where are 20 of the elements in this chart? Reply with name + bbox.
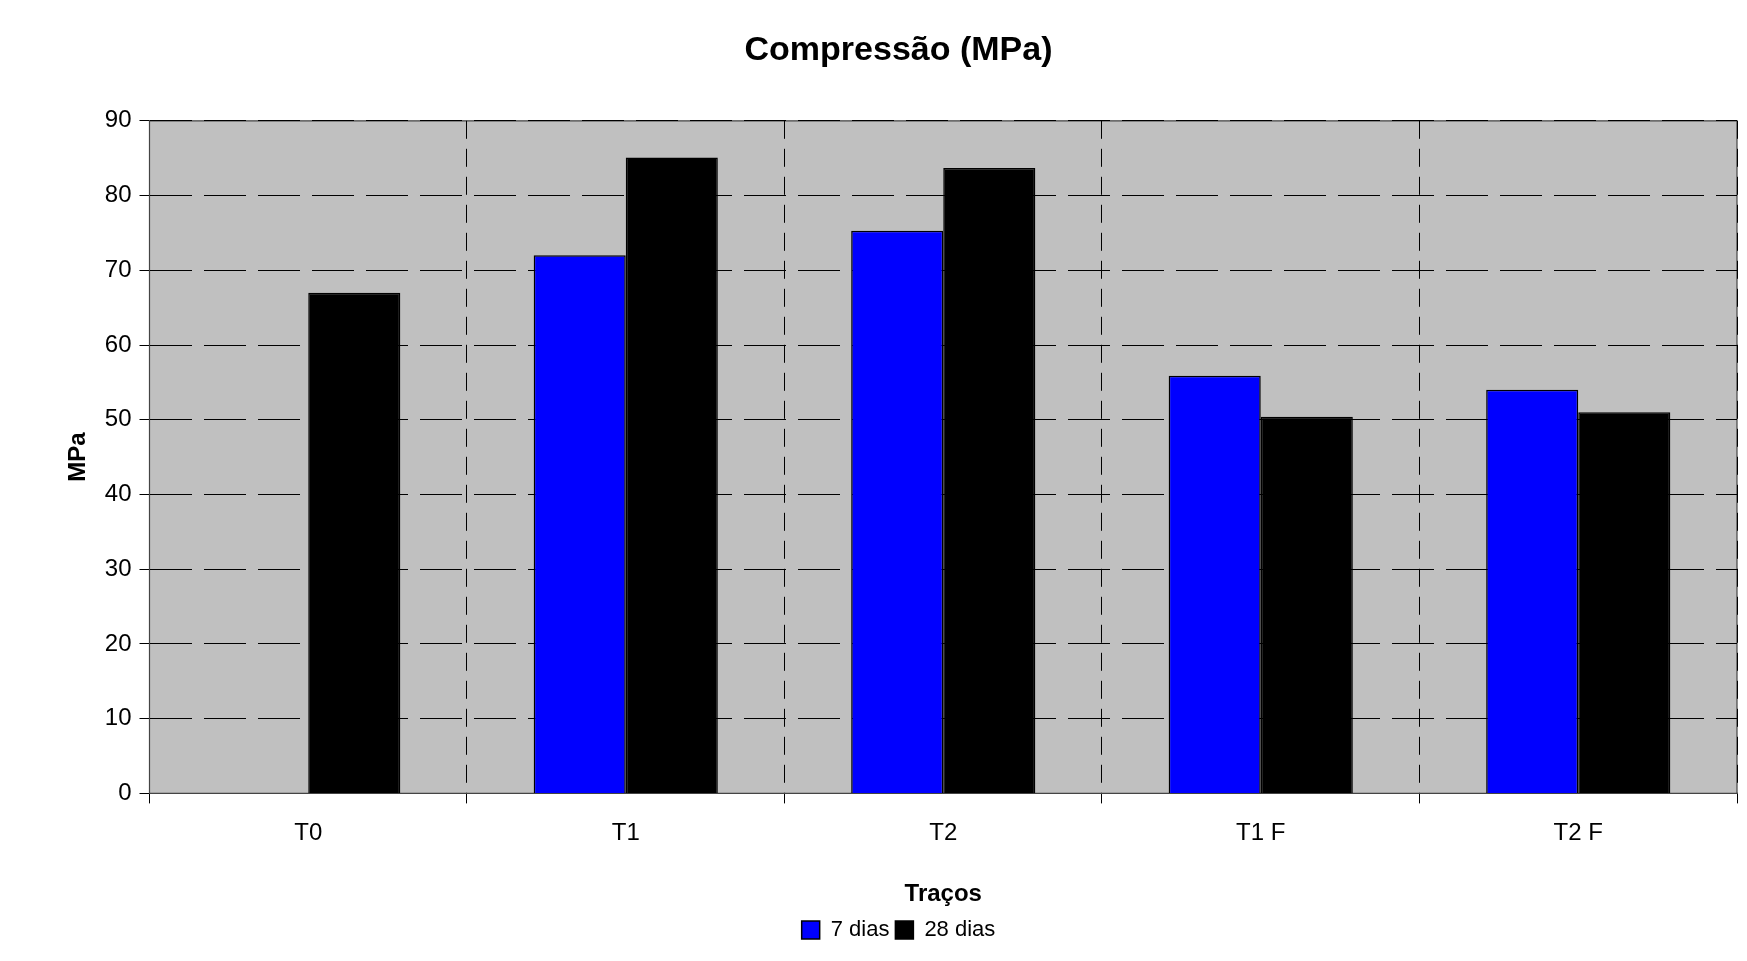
y-tick-label: 50 (104, 404, 132, 432)
x-tick-label: T1 F (1236, 818, 1286, 846)
x-axis-title: Traços (904, 879, 982, 907)
legend-label: 7 dias (830, 916, 890, 942)
chart-title: Compressão (MPa) (744, 28, 1053, 67)
y-tick-label: 40 (104, 479, 132, 507)
y-tick-label: 60 (104, 329, 132, 357)
x-tick-label: T2 (929, 818, 958, 846)
x-tick-label: T2 F (1553, 818, 1603, 846)
y-tick-label: 30 (104, 553, 132, 581)
y-tick-label: 10 (104, 703, 132, 731)
y-tick-label: 0 (118, 778, 132, 806)
x-tick-label: T1 (611, 818, 640, 846)
y-tick-label: 20 (104, 628, 132, 656)
y-axis-title: MPa (63, 431, 91, 482)
x-tick-label: T0 (294, 818, 323, 846)
y-tick-label: 80 (104, 180, 132, 208)
y-tick-label: 90 (104, 105, 132, 133)
y-tick-label: 70 (104, 254, 132, 282)
legend-label: 28 dias (924, 916, 996, 942)
